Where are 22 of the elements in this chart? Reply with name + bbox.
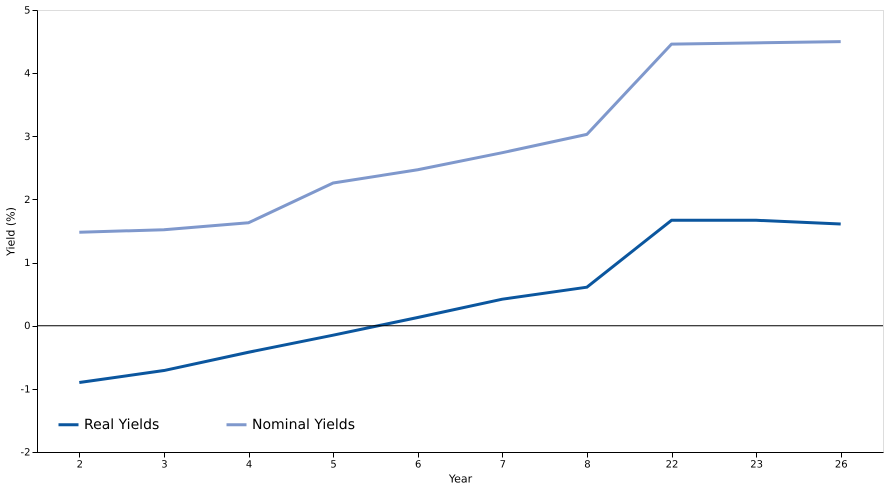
y-tick-label: -2: [20, 448, 30, 458]
y-tick-label: 1: [24, 258, 30, 270]
y-tick-label: 3: [24, 132, 30, 143]
x-tick-label: 7: [500, 460, 506, 470]
legend-label: Nominal Yields: [252, 416, 355, 433]
y-axis-title: Yield (%): [4, 207, 18, 257]
x-tick-label: 3: [161, 460, 168, 470]
x-axis-title: Year: [448, 472, 473, 486]
y-tick-label: 2: [24, 194, 30, 206]
x-tick-label: 6: [415, 460, 422, 470]
x-tick-label: 23: [750, 460, 763, 470]
x-tick-label: 5: [330, 460, 337, 470]
x-tick-label: 26: [834, 460, 848, 470]
x-tick-label: 22: [666, 460, 678, 470]
y-tick-label: 0: [24, 321, 30, 332]
y-tick-label: -1: [20, 384, 30, 396]
x-tick-label: 4: [246, 460, 252, 470]
legend-label: Real Yields: [84, 416, 160, 433]
y-tick-label: 4: [24, 68, 30, 80]
x-tick-label: 8: [584, 460, 591, 470]
y-tick-label: 5: [24, 6, 30, 16]
x-tick-label: 2: [76, 460, 83, 470]
